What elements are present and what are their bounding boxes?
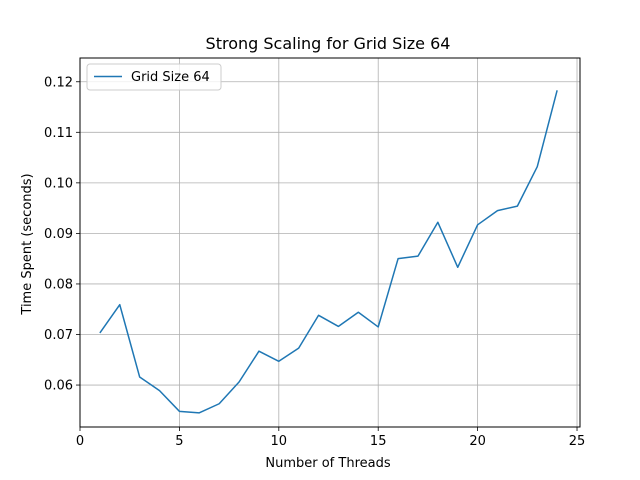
chart-title: Strong Scaling for Grid Size 64 <box>206 34 451 53</box>
grid-lines <box>79 58 580 427</box>
x-tick-label: 15 <box>370 434 387 449</box>
series-line-grid-size-64 <box>99 90 558 414</box>
y-tick-label: 0.09 <box>44 227 73 242</box>
x-axis-label: Number of Threads <box>265 456 390 471</box>
x-tick-label: 5 <box>175 434 183 449</box>
y-tick-label: 0.08 <box>44 277 73 292</box>
y-tick-label: 0.07 <box>44 328 73 343</box>
series-group <box>99 90 558 414</box>
plot-area-frame <box>79 57 581 428</box>
x-tick-label: 25 <box>569 434 586 449</box>
y-tick-label: 0.12 <box>44 75 73 90</box>
legend-box <box>86 63 222 91</box>
y-tick-label: 0.10 <box>44 176 73 191</box>
x-tick-label: 10 <box>271 434 288 449</box>
legend-label-grid-size-64: Grid Size 64 <box>131 70 210 85</box>
y-tick-label: 0.06 <box>44 379 73 394</box>
y-axis-ticks: 0.06 0.07 0.08 0.09 0.10 0.11 0.12 <box>44 75 80 394</box>
y-tick-label: 0.11 <box>44 126 73 141</box>
x-tick-label: 20 <box>469 434 486 449</box>
legend: Grid Size 64 <box>86 63 222 91</box>
y-axis-label: Time Spent (seconds) <box>20 173 35 315</box>
x-axis-ticks: 0 5 10 15 20 25 <box>76 427 585 449</box>
x-tick-label: 0 <box>76 434 84 449</box>
